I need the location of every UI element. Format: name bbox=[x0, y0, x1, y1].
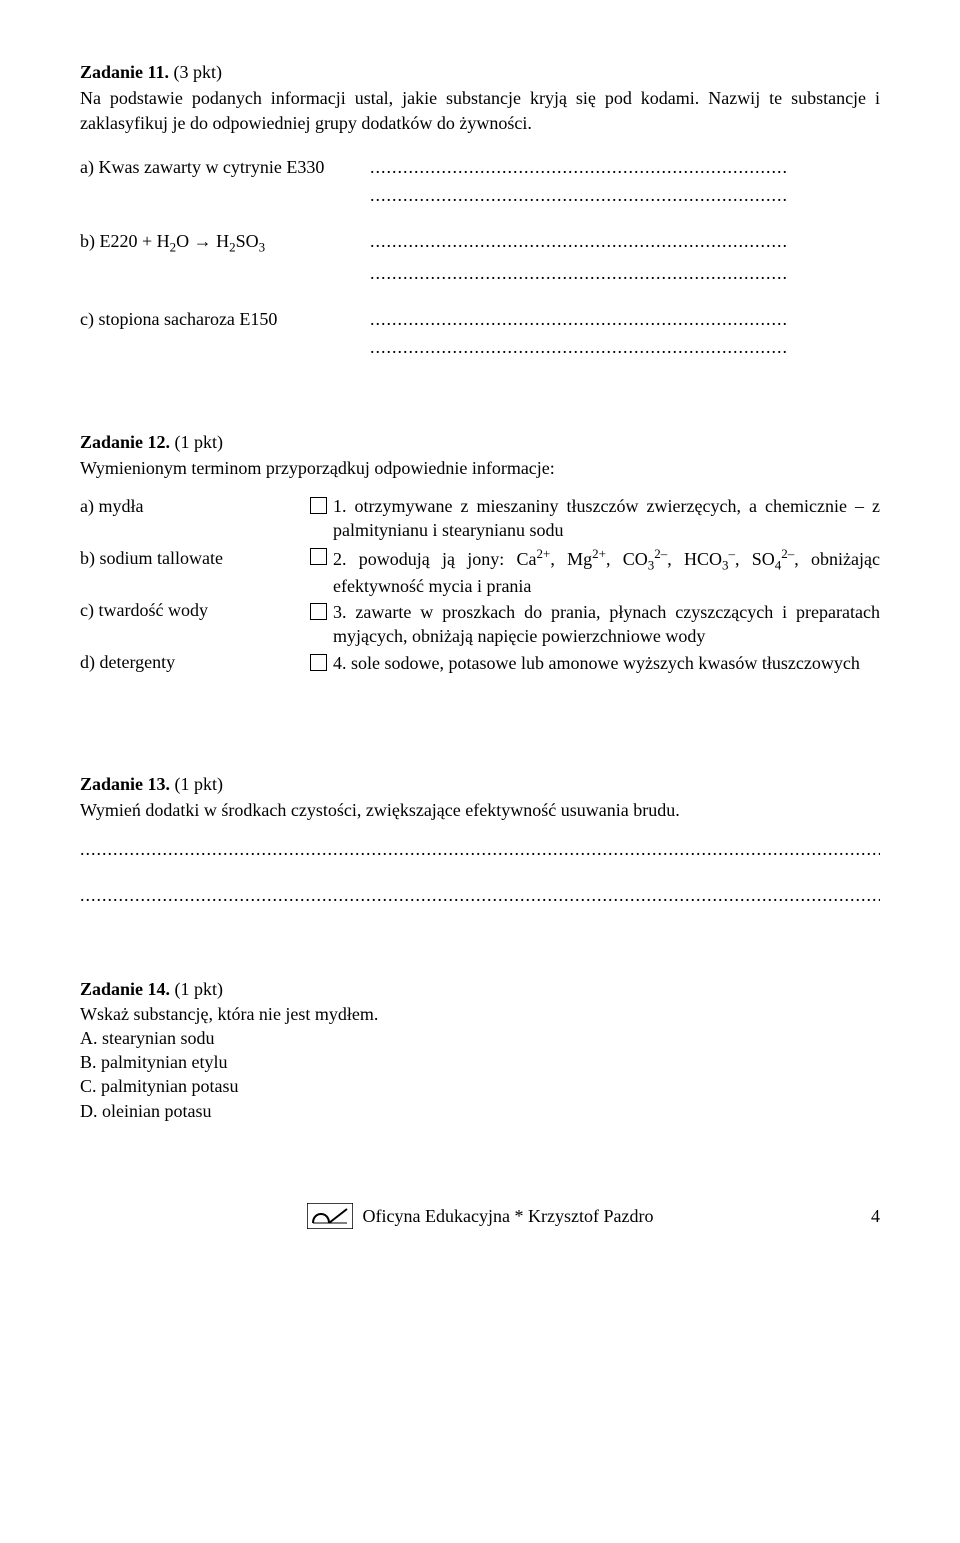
task-12-title: Zadanie 12. bbox=[80, 432, 170, 452]
task-13-line2[interactable]: ........................................… bbox=[80, 883, 880, 907]
task-11-b-line2[interactable]: ........................................… bbox=[370, 261, 880, 285]
task-13-line1[interactable]: ........................................… bbox=[80, 837, 880, 861]
task-11: Zadanie 11. (3 pkt) Na podstawie podanyc… bbox=[80, 60, 880, 360]
task-11-a-line1[interactable]: ........................................… bbox=[370, 155, 880, 179]
task-14-points: (1 pkt) bbox=[175, 979, 224, 999]
task-12-match: a) mydła b) sodium tallowate c) twardość… bbox=[80, 494, 880, 702]
task-12-left-b: b) sodium tallowate bbox=[80, 546, 310, 598]
task-14-prompt: Wskaż substancję, która nie jest mydłem. bbox=[80, 1002, 880, 1026]
task-13-header: Zadanie 13. (1 pkt) bbox=[80, 772, 880, 796]
task-14-header: Zadanie 14. (1 pkt) bbox=[80, 977, 880, 1001]
task-13: Zadanie 13. (1 pkt) Wymień dodatki w śro… bbox=[80, 772, 880, 907]
task-12-right-1: 1. otrzymywane z mieszaniny tłuszczów zw… bbox=[310, 494, 880, 543]
task-11-a-row: a) Kwas zawarty w cytrynie E330 ........… bbox=[80, 155, 880, 179]
task-11-b-label: b) E220 + H2O → H2SO3 bbox=[80, 229, 370, 256]
task-14-option-d[interactable]: D. oleinian potasu bbox=[80, 1099, 880, 1123]
task-12-right-4-text: 4. sole sodowe, potasowe lub amonowe wyż… bbox=[333, 651, 880, 675]
checkbox-1[interactable] bbox=[310, 497, 327, 514]
task-11-a-line2[interactable]: ........................................… bbox=[370, 183, 880, 207]
page-footer: Oficyna Edukacyjna * Krzysztof Pazdro 4 bbox=[80, 1203, 880, 1229]
task-12-right-4: 4. sole sodowe, potasowe lub amonowe wyż… bbox=[310, 651, 880, 675]
task-12-left-d: d) detergenty bbox=[80, 650, 310, 702]
checkbox-4[interactable] bbox=[310, 654, 327, 671]
task-14-option-a[interactable]: A. stearynian sodu bbox=[80, 1026, 880, 1050]
task-11-c-row2: ........................................… bbox=[80, 335, 880, 359]
task-11-c-row: c) stopiona sacharoza E150 .............… bbox=[80, 307, 880, 331]
checkbox-3[interactable] bbox=[310, 603, 327, 620]
task-11-b-line1[interactable]: ........................................… bbox=[370, 229, 880, 253]
task-11-title: Zadanie 11. bbox=[80, 62, 169, 82]
task-11-prompt: Na podstawie podanych informacji ustal, … bbox=[80, 86, 880, 135]
task-12-prompt: Wymienionym terminom przyporządkuj odpow… bbox=[80, 456, 880, 480]
task-11-c-line1[interactable]: ........................................… bbox=[370, 307, 880, 331]
task-14: Zadanie 14. (1 pkt) Wskaż substancję, kt… bbox=[80, 977, 880, 1123]
publisher-logo-icon bbox=[307, 1203, 353, 1229]
task-11-header: Zadanie 11. (3 pkt) bbox=[80, 60, 880, 84]
task-12-header: Zadanie 12. (1 pkt) bbox=[80, 430, 880, 454]
task-11-a-label: a) Kwas zawarty w cytrynie E330 bbox=[80, 155, 370, 179]
task-11-b-row2: ........................................… bbox=[80, 261, 880, 285]
task-13-points: (1 pkt) bbox=[175, 774, 224, 794]
task-12-left-col: a) mydła b) sodium tallowate c) twardość… bbox=[80, 494, 310, 702]
task-11-a-row2: ........................................… bbox=[80, 183, 880, 207]
task-14-title: Zadanie 14. bbox=[80, 979, 170, 999]
task-14-option-b[interactable]: B. palmitynian etylu bbox=[80, 1050, 880, 1074]
task-11-b-row: b) E220 + H2O → H2SO3 ..................… bbox=[80, 229, 880, 256]
task-12-right-2: 2. powodują ją jony: Ca2+, Mg2+, CO32–, … bbox=[310, 545, 880, 598]
checkbox-2[interactable] bbox=[310, 548, 327, 565]
page-content: Zadanie 11. (3 pkt) Na podstawie podanyc… bbox=[0, 0, 960, 1269]
task-13-prompt: Wymień dodatki w środkach czystości, zwi… bbox=[80, 798, 880, 822]
task-12-right-1-text: 1. otrzymywane z mieszaniny tłuszczów zw… bbox=[333, 494, 880, 543]
task-12-right-3: 3. zawarte w proszkach do prania, płynac… bbox=[310, 600, 880, 649]
task-12-right-col: 1. otrzymywane z mieszaniny tłuszczów zw… bbox=[310, 494, 880, 677]
task-12-right-2-text: 2. powodują ją jony: Ca2+, Mg2+, CO32–, … bbox=[333, 545, 880, 598]
task-14-option-c[interactable]: C. palmitynian potasu bbox=[80, 1074, 880, 1098]
task-11-c-line2[interactable]: ........................................… bbox=[370, 335, 880, 359]
task-12-points: (1 pkt) bbox=[175, 432, 224, 452]
task-11-points: (3 pkt) bbox=[174, 62, 223, 82]
task-12-left-a: a) mydła bbox=[80, 494, 310, 546]
footer-text: Oficyna Edukacyjna * Krzysztof Pazdro bbox=[363, 1204, 654, 1228]
task-12-right-3-text: 3. zawarte w proszkach do prania, płynac… bbox=[333, 600, 880, 649]
footer-page-number: 4 bbox=[871, 1204, 880, 1228]
task-11-c-label: c) stopiona sacharoza E150 bbox=[80, 307, 370, 331]
task-13-title: Zadanie 13. bbox=[80, 774, 170, 794]
task-12-left-c: c) twardość wody bbox=[80, 598, 310, 650]
task-12: Zadanie 12. (1 pkt) Wymienionym terminom… bbox=[80, 430, 880, 703]
